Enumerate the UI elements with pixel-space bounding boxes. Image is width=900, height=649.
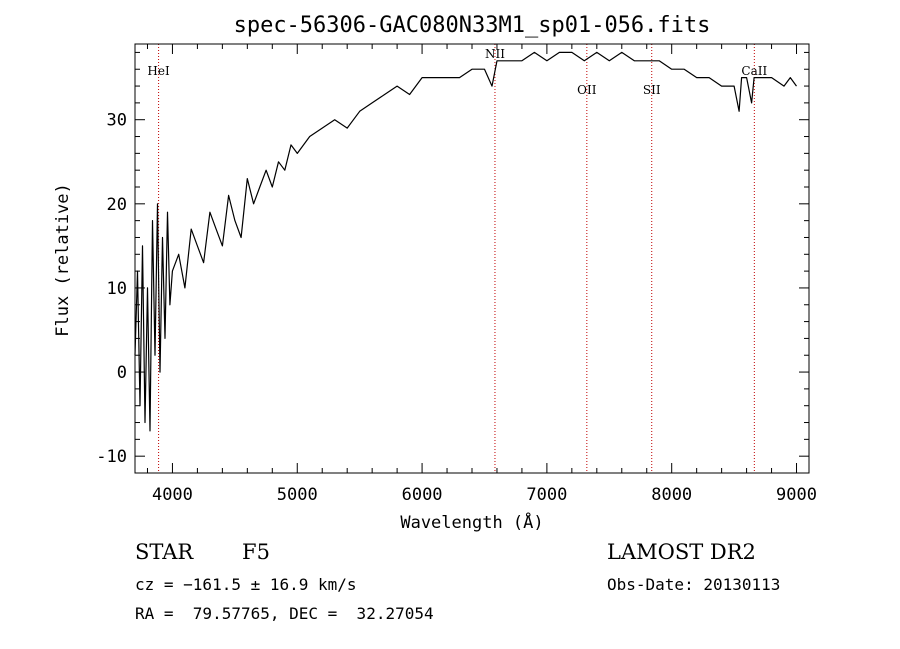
x-tick-label: 4000 (152, 485, 193, 505)
coordinates-text: RA = 79.57765, DEC = 32.27054 (135, 604, 434, 623)
reference-label-caii: CaII (741, 64, 767, 78)
object-subclass: F5 (242, 540, 270, 564)
reference-label-hei: HeI (147, 64, 170, 78)
y-tick-label: 10 (107, 279, 127, 299)
y-tick-label: 20 (107, 195, 127, 215)
reference-label-sii: SII (643, 83, 661, 97)
x-tick-label: 9000 (776, 485, 817, 505)
reference-label-oii: OII (577, 83, 597, 97)
y-tick-label: -10 (96, 447, 127, 467)
spectrum-line (134, 51, 797, 432)
x-tick-label: 8000 (651, 485, 692, 505)
y-tick-label: 30 (107, 111, 127, 131)
chart-title: spec-56306-GAC080N33M1_sp01-056.fits (234, 13, 711, 38)
x-tick-label: 5000 (277, 485, 318, 505)
reference-label-nii: NII (485, 47, 505, 61)
spectrum-series (134, 51, 797, 432)
y-axis-label: Flux (relative) (53, 183, 73, 337)
y-tick-label: 0 (117, 363, 127, 383)
obs-date-text: Obs-Date: 20130113 (607, 575, 781, 594)
y-axis: -10 0 10 20 30 (96, 51, 809, 474)
x-axis: 4000 5000 6000 7000 8000 9000 (146, 44, 817, 505)
x-tick-label: 7000 (526, 485, 567, 505)
x-tick-label: 6000 (402, 485, 443, 505)
x-axis-label: Wavelength (Å) (400, 511, 543, 533)
object-class: STAR (135, 540, 194, 564)
reference-lines: HeI NII OII SII CaII (147, 44, 767, 473)
redshift-text: cz = −161.5 ± 16.9 km/s (135, 575, 357, 594)
survey-label: LAMOST DR2 (607, 540, 756, 564)
plot-frame (134, 43, 810, 474)
